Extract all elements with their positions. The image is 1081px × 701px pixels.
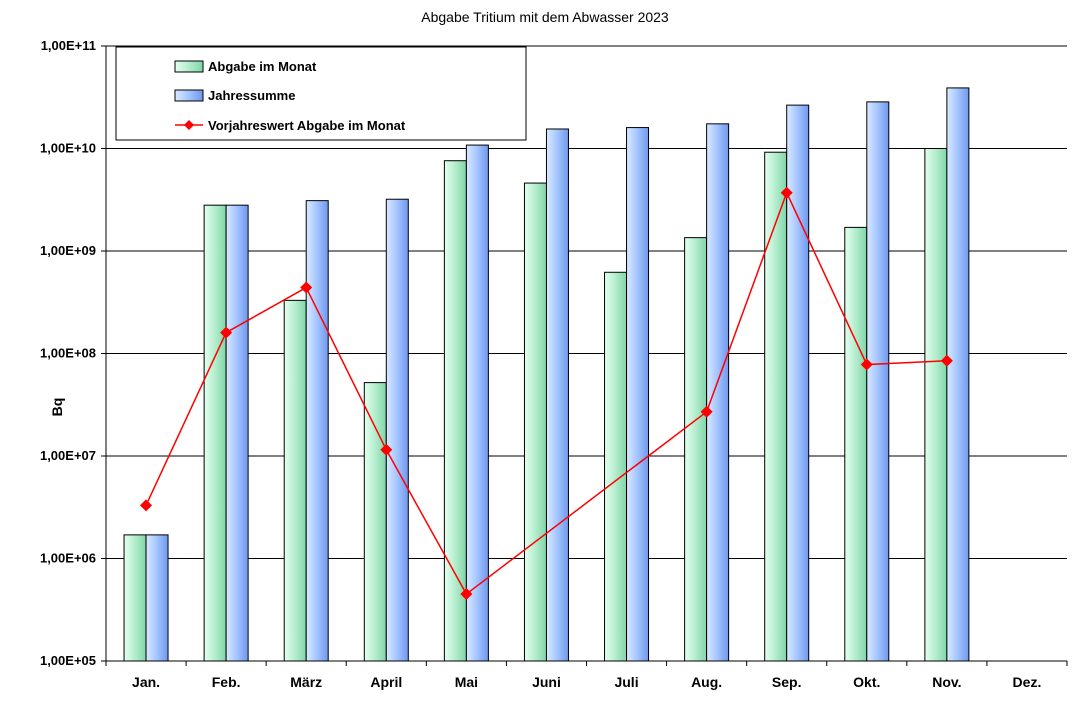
bar-jahressumme bbox=[145, 534, 169, 662]
y-axis-label: Bq bbox=[49, 398, 65, 417]
bar-abgabe-im-monat bbox=[764, 151, 788, 662]
line-series bbox=[140, 186, 953, 601]
legend-swatch-abgabe bbox=[174, 60, 204, 73]
bar-jahressumme bbox=[946, 87, 970, 662]
bar-jahressumme bbox=[465, 144, 489, 662]
point-vorjahreswert bbox=[460, 588, 473, 601]
point-vorjahreswert bbox=[300, 281, 313, 294]
bar-abgabe-im-monat bbox=[283, 299, 307, 662]
y-tick-label: 1,00E+05 bbox=[40, 653, 96, 668]
legend-label-abgabe: Abgabe im Monat bbox=[208, 59, 317, 74]
bar-jahressumme bbox=[706, 123, 730, 662]
bar-jahressumme bbox=[545, 128, 569, 662]
bar-abgabe-im-monat bbox=[523, 182, 547, 662]
x-tick-labels: Jan. Feb. März April Mai Juni Juli Aug. Sep. Okt.… bbox=[105, 661, 1068, 690]
bar-jahressumme bbox=[385, 198, 409, 662]
bar-jahressumme bbox=[305, 200, 329, 662]
legend-swatch-jahressumme bbox=[174, 89, 204, 102]
x-tick-label: Okt. bbox=[853, 674, 880, 690]
x-tick-label: Feb. bbox=[212, 674, 241, 690]
y-tick-label: 1,00E+09 bbox=[40, 243, 96, 258]
point-vorjahreswert bbox=[940, 354, 953, 367]
x-tick-label: Nov. bbox=[932, 674, 961, 690]
y-tick-label: 1,00E+10 bbox=[40, 141, 96, 156]
x-tick-label: April bbox=[370, 674, 402, 690]
bar-abgabe-im-monat bbox=[203, 204, 227, 662]
x-tick-label: Dez. bbox=[1013, 674, 1042, 690]
x-tick-label: Aug. bbox=[691, 674, 722, 690]
y-tick-label: 1,00E+06 bbox=[40, 551, 96, 566]
bar-abgabe-im-monat bbox=[844, 226, 868, 662]
y-tick-labels: 1,00E+05 1,00E+06 1,00E+07 1,00E+08 1,00E+09… bbox=[40, 38, 106, 668]
bar-abgabe-im-monat bbox=[924, 148, 948, 662]
point-vorjahreswert bbox=[780, 186, 793, 199]
chart-title: Abgabe Tritium mit dem Abwasser 2023 bbox=[421, 9, 669, 25]
point-vorjahreswert bbox=[860, 358, 873, 371]
x-tick-label: Juni bbox=[532, 674, 561, 690]
point-vorjahreswert bbox=[700, 405, 713, 418]
point-vorjahreswert bbox=[380, 443, 393, 456]
bar-abgabe-im-monat bbox=[604, 271, 628, 662]
legend-label-vorjahr: Vorjahreswert Abgabe im Monat bbox=[208, 118, 406, 133]
legend-marker-vorjahr bbox=[184, 120, 194, 130]
bar-jahressumme bbox=[866, 101, 890, 662]
x-tick-label: Mai bbox=[455, 674, 478, 690]
bar-jahressumme bbox=[626, 127, 650, 662]
bar-jahressumme bbox=[786, 104, 810, 662]
x-tick-label: Jan. bbox=[132, 674, 160, 690]
grid-lines bbox=[106, 45, 1067, 559]
bar-abgabe-im-monat bbox=[363, 382, 387, 662]
x-tick-label: März bbox=[290, 674, 322, 690]
y-tick-label: 1,00E+11 bbox=[41, 38, 96, 53]
bar-abgabe-im-monat bbox=[123, 534, 147, 662]
bars bbox=[123, 87, 970, 662]
legend: Abgabe im Monat Jahressumme Vorjahreswer… bbox=[115, 46, 527, 141]
point-vorjahreswert bbox=[140, 499, 153, 512]
bar-jahressumme bbox=[225, 204, 249, 662]
legend-label-jahressumme: Jahressumme bbox=[208, 88, 295, 103]
point-vorjahreswert bbox=[220, 326, 233, 339]
y-tick-label: 1,00E+07 bbox=[40, 448, 96, 463]
bar-abgabe-im-monat bbox=[684, 237, 708, 662]
bar-abgabe-im-monat bbox=[443, 160, 467, 662]
y-tick-label: 1,00E+08 bbox=[40, 346, 96, 361]
x-tick-label: Juli bbox=[614, 674, 638, 690]
x-tick-label: Sep. bbox=[772, 674, 802, 690]
